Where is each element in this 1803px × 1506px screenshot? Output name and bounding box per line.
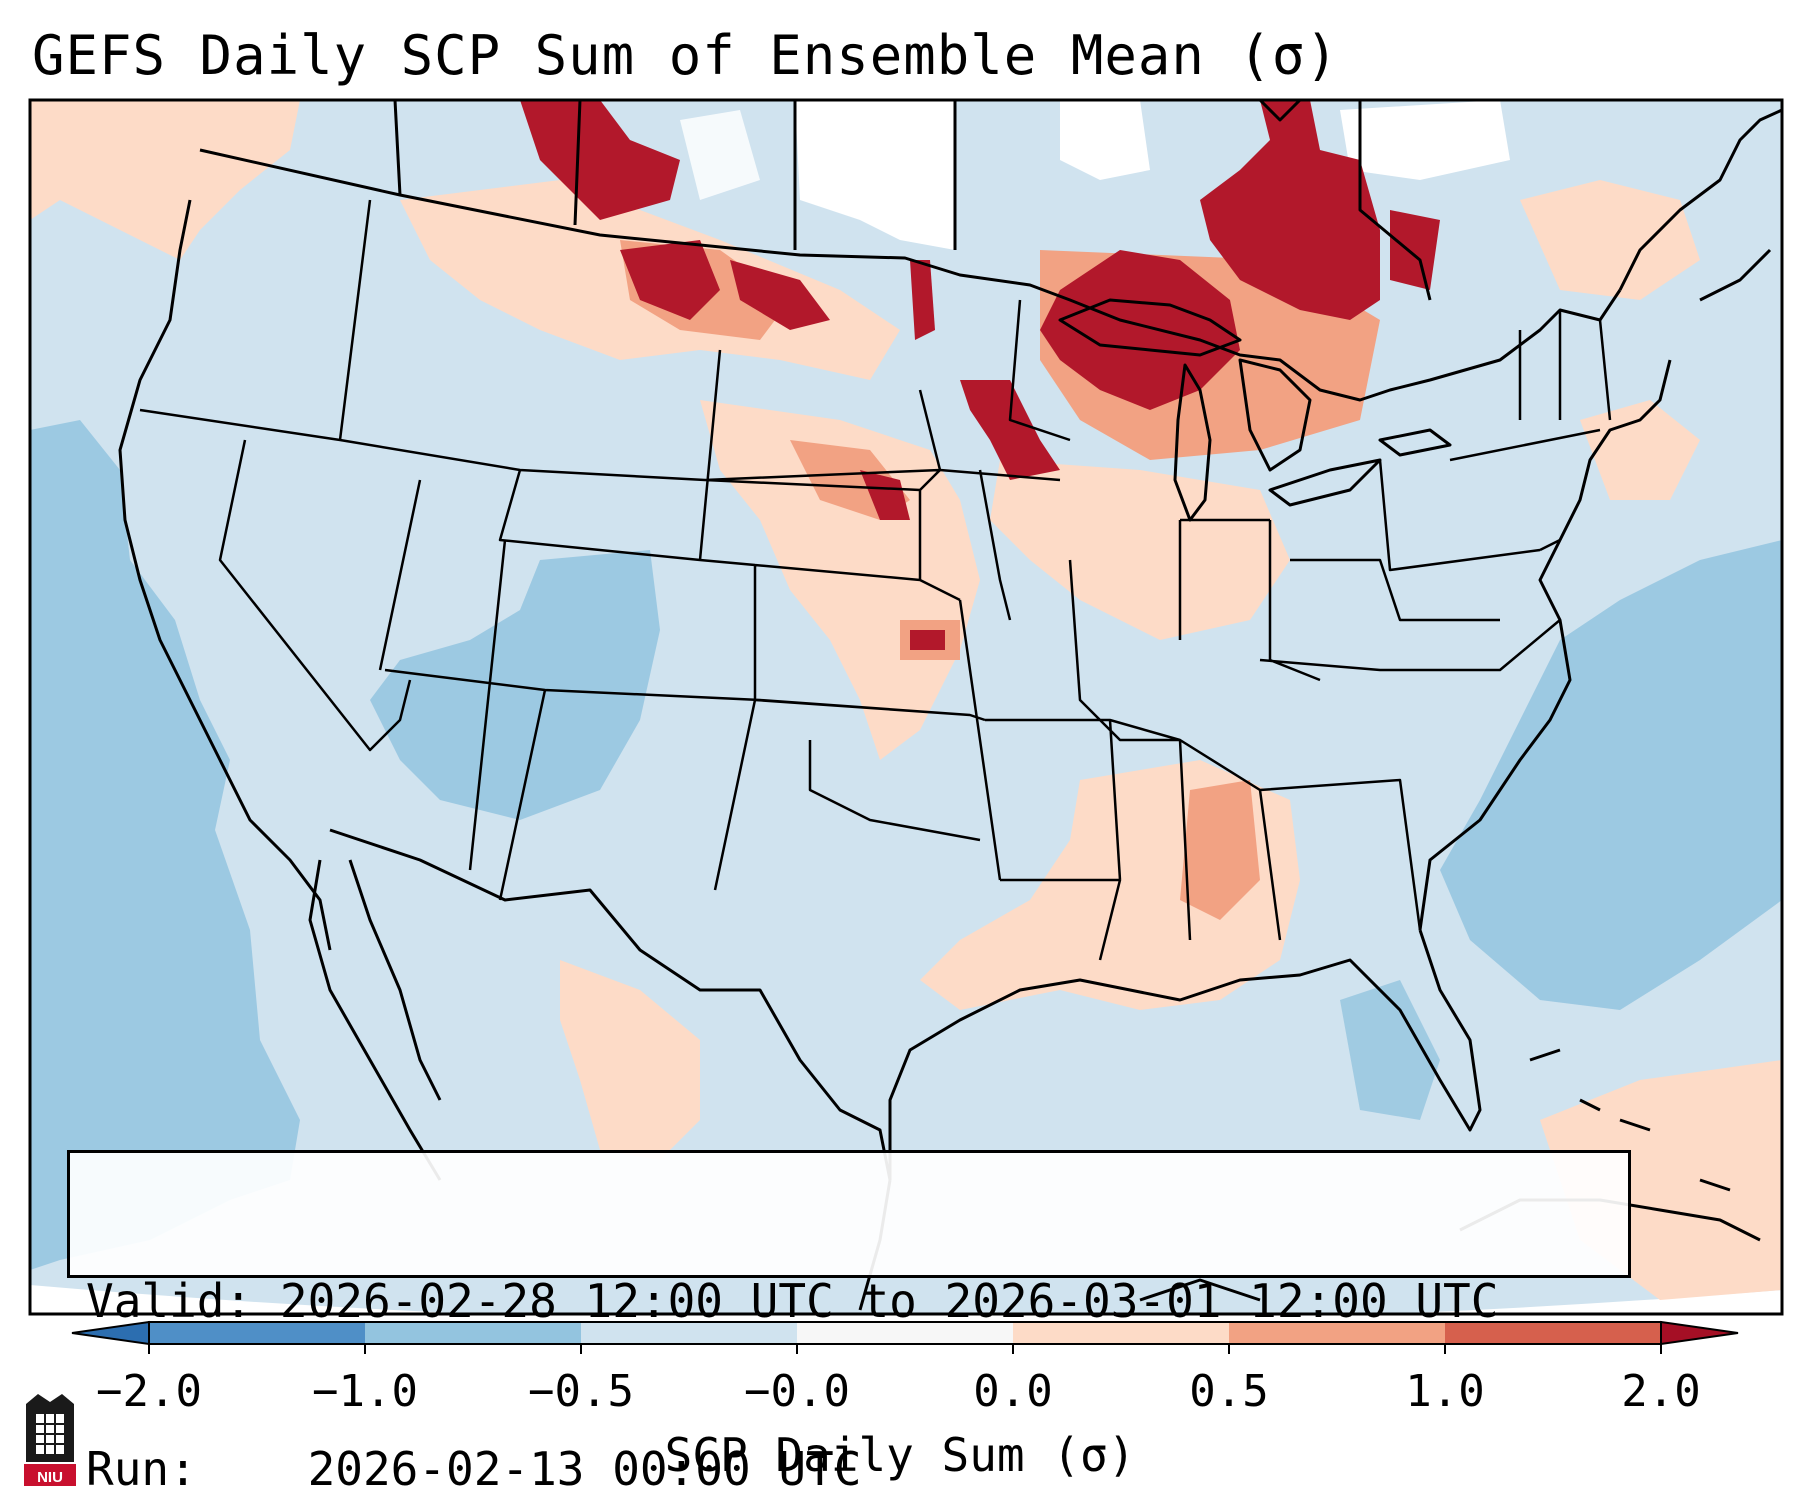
niu-logo-icon: [24, 1394, 76, 1486]
ontario-strong: [1200, 100, 1380, 320]
hudson-bay-inlet: [1258, 100, 1302, 122]
baja-coastline: [308, 859, 442, 1181]
colorbar-bin-5: [1013, 1322, 1229, 1344]
colorbar-bin-1: [149, 1322, 365, 1344]
lake-superior-strong: [1040, 250, 1240, 410]
us-canada-border: [199, 148, 1622, 402]
manitoba-strong: [730, 260, 830, 330]
near-zero-field: [680, 100, 1510, 250]
colorbar-tick-label: 0.5: [1189, 1366, 1269, 1417]
gulf-coastline: [888, 929, 1482, 1180]
run-row: Run: 2026-02-13 00:00 UTC: [86, 1441, 1612, 1497]
map-panel: [30, 100, 1782, 1314]
colorbar-tick-label: 1.0: [1405, 1366, 1485, 1417]
pacific-negative-band: [30, 420, 300, 1270]
run-label: Run:: [86, 1442, 197, 1496]
valid-row: Valid: 2026-02-28 12:00 UTC to 2026-03-0…: [86, 1273, 1612, 1329]
colorbar-bin-3: [581, 1322, 797, 1344]
alberta-strong: [520, 100, 680, 220]
validity-info-box: Valid: 2026-02-28 12:00 UTC to 2026-03-0…: [67, 1150, 1631, 1496]
bahamas-outline: [1529, 1048, 1731, 1192]
chart-title: GEFS Daily SCP Sum of Ensemble Mean (σ): [32, 24, 1339, 87]
colorbar-tick-label: −1.0: [312, 1366, 418, 1417]
colorbar-bin-4: [797, 1322, 1013, 1344]
saskatchewan-strong: [620, 240, 720, 320]
northeast-positive: [1580, 400, 1700, 500]
colorbar-tick-label: −2.0: [96, 1366, 202, 1417]
canada-white-patch-1: [795, 100, 955, 250]
canada-province-lines: [393, 100, 1432, 301]
lake-michigan: [1173, 363, 1212, 522]
colorbar-title: SCP Daily Sum (σ): [664, 1428, 1136, 1482]
east-canada-positive: [1520, 180, 1700, 300]
oklahoma-strong: [910, 630, 945, 650]
projection-edge: [30, 1285, 1782, 1314]
us-coastline-east: [1418, 359, 1672, 931]
colorbar-bin-6: [1229, 1322, 1445, 1344]
colorbar: [71, 1320, 1739, 1354]
colorbar-tick-label: 2.0: [1621, 1366, 1701, 1417]
lake-ontario: [1378, 428, 1452, 457]
valid-label: Valid:: [86, 1274, 253, 1328]
colorbar-outline: [148, 1321, 1662, 1345]
colorbar-over-arrow: [1660, 1320, 1739, 1346]
lake-erie: [1268, 458, 1382, 507]
iowa-strong: [960, 380, 1060, 480]
strong-positive-field: [520, 100, 1440, 650]
colorbar-bin-7: [1445, 1322, 1661, 1344]
niu-logo: NIU: [22, 1392, 78, 1488]
lake-huron: [1238, 358, 1312, 472]
state-boundaries: [139, 199, 1612, 961]
us-mexico-border: [329, 828, 892, 1181]
lake-superior: [1058, 298, 1242, 357]
northwest-positive: [30, 100, 300, 260]
colorbar-ticks: [148, 1344, 1662, 1354]
colorbar-tick-label: 0.0: [973, 1366, 1053, 1417]
midwest-positive: [990, 460, 1290, 640]
us-coastline-west: [118, 199, 332, 951]
colorbar-tick-label: −0.5: [528, 1366, 634, 1417]
geography-lines: [118, 100, 1782, 1311]
run-value: 2026-02-13 00:00 UTC: [307, 1442, 862, 1496]
niu-logo-text: NIU: [37, 1469, 63, 1486]
quebec-strong: [1390, 210, 1440, 290]
canada-white-patch-3: [1340, 100, 1510, 180]
texas-positive: [560, 960, 700, 1160]
valid-value: 2026-02-28 12:00 UTC to 2026-03-01 12:00…: [279, 1274, 1499, 1328]
alabama-moderate: [1180, 780, 1260, 920]
south-dakota-strong: [860, 470, 910, 520]
strong-negative-field: [30, 420, 1782, 1270]
atlantic-negative-band: [1440, 540, 1782, 1010]
florida-negative-patch: [1340, 980, 1440, 1120]
canada-white-patch-4: [680, 110, 760, 200]
canada-white-patch-2: [1060, 100, 1150, 180]
north-dakota-strong: [910, 260, 935, 340]
canada-east-coastline: [1618, 108, 1782, 302]
map-frame: [28, 98, 1784, 1316]
colorbar-tick-label: −0.0: [744, 1366, 850, 1417]
colorbar-bin-2: [365, 1322, 581, 1344]
